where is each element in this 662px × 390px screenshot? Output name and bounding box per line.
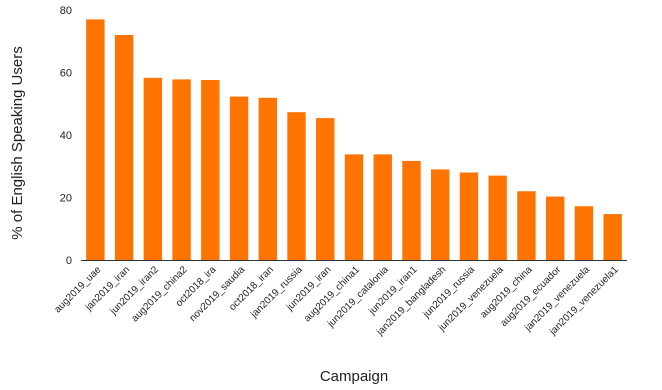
bar: [201, 80, 220, 260]
bar: [287, 112, 306, 260]
y-axis-title: % of English Speaking Users: [9, 46, 26, 239]
bar: [316, 118, 335, 261]
y-tick-label: 60: [60, 68, 72, 80]
bar: [545, 196, 565, 260]
bar: [86, 19, 105, 261]
y-axis-ticks: 0 20 40 60 80: [60, 5, 72, 267]
x-axis-title: Campaign: [320, 368, 388, 385]
bar: [229, 96, 249, 260]
bar: [373, 154, 392, 261]
bar: [143, 77, 163, 260]
bar: [402, 160, 421, 260]
bar: [114, 35, 134, 260]
y-tick-label: 20: [60, 193, 72, 205]
x-axis-ticks: aug2019_uaejan2019_iranjun2019_iran2aug2…: [52, 264, 621, 339]
bar: [488, 175, 507, 261]
bar: [517, 191, 536, 260]
bar: [603, 214, 622, 260]
y-tick-label: 0: [66, 255, 72, 267]
bar: [344, 154, 364, 261]
bar: [574, 206, 594, 260]
y-tick-label: 80: [60, 5, 72, 17]
bar: [431, 169, 450, 261]
bar: [459, 172, 479, 260]
bars: [86, 19, 622, 261]
bar: [258, 97, 277, 260]
bar: [172, 79, 191, 260]
y-tick-label: 40: [60, 130, 72, 142]
